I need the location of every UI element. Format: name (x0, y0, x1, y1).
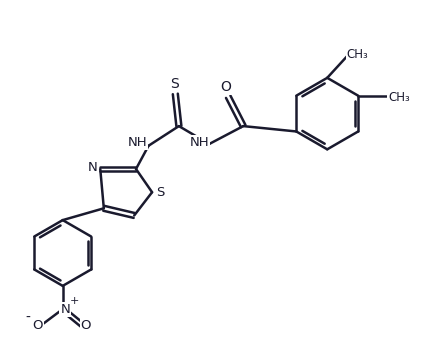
Text: O: O (81, 319, 91, 332)
Text: NH: NH (190, 136, 209, 149)
Text: NH: NH (127, 136, 147, 150)
Text: S: S (170, 77, 179, 91)
Text: -: - (25, 311, 30, 325)
Text: N: N (88, 161, 97, 174)
Text: CH₃: CH₃ (389, 91, 410, 104)
Text: CH₃: CH₃ (347, 48, 368, 61)
Text: S: S (156, 186, 164, 199)
Text: N: N (60, 303, 70, 315)
Text: O: O (33, 319, 43, 333)
Text: +: + (70, 296, 79, 306)
Text: O: O (220, 80, 231, 94)
